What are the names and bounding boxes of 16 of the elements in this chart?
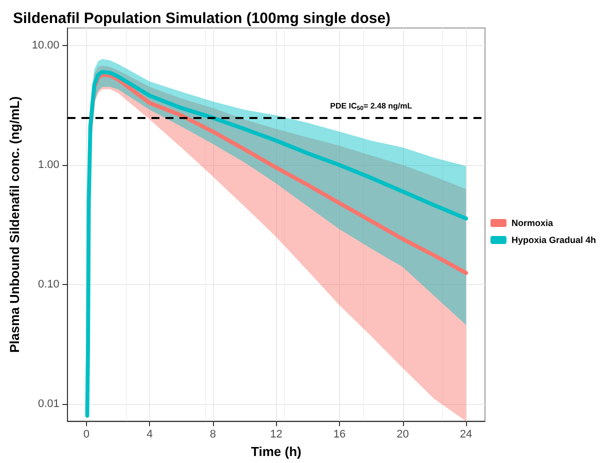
x-tick-label: 20: [396, 428, 409, 441]
y-axis-title: Plasma Unbound Sildenafil conc. (ng/mL): [7, 96, 22, 353]
x-tick-label: 0: [83, 428, 90, 441]
x-tick-label: 12: [270, 428, 282, 441]
y-tick-label: 10.00: [32, 39, 60, 52]
chart-title: Sildenafil Population Simulation (100mg single dose): [13, 10, 391, 27]
x-tick-label: 4: [146, 428, 153, 441]
y-tick-label: 0.10: [38, 278, 60, 291]
x-tick-label: 8: [210, 428, 216, 441]
y-tick-label: 1.00: [38, 158, 60, 171]
y-tick-label: 0.01: [38, 398, 60, 410]
x-tick-label: 16: [333, 428, 346, 441]
legend-label: Hypoxia Gradual 4h: [511, 235, 596, 245]
x-tick-label: 24: [460, 428, 472, 441]
legend-label: Normoxia: [511, 218, 554, 228]
x-axis-title: Time (h): [251, 444, 302, 459]
